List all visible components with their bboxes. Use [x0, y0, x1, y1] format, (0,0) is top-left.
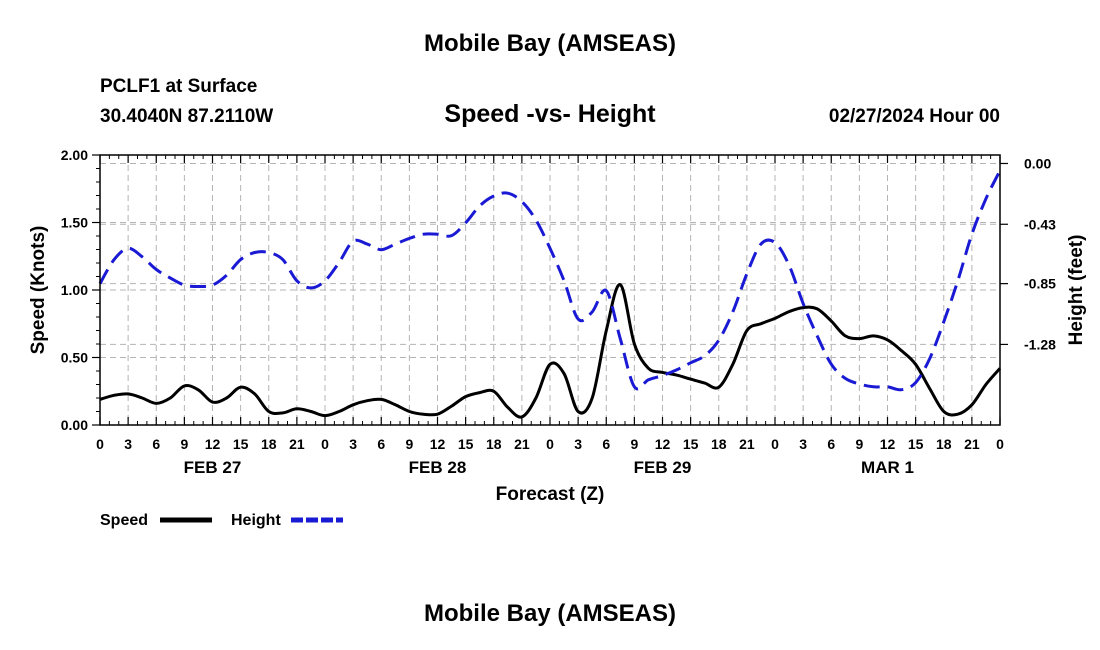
x-day-label: MAR 1 — [861, 458, 914, 477]
x-tick-label: 21 — [514, 436, 530, 452]
y-left-tick-label: 0.00 — [61, 417, 88, 433]
x-tick-label: 21 — [289, 436, 305, 452]
x-tick-label: 3 — [124, 436, 132, 452]
legend-label-speed: Speed — [100, 512, 148, 529]
x-tick-label: 3 — [349, 436, 357, 452]
x-tick-label: 0 — [771, 436, 779, 452]
x-tick-label: 15 — [458, 436, 474, 452]
x-day-label: FEB 28 — [409, 458, 467, 477]
series-line-speed — [99, 283, 1002, 419]
footer-title: Mobile Bay (AMSEAS) — [423, 600, 677, 627]
legend-label-height: Height — [231, 512, 281, 529]
chart-axes: 0 3 6 9 12 15 18 21 0 3 6 9 12 15 18 21 0 3 6 9 12 15 18 21 0 3 6 9… — [61, 147, 1056, 477]
y-left-tick-label: 0.50 — [61, 350, 88, 366]
chart-title: Speed -vs- Height — [444, 100, 656, 128]
x-tick-label: 3 — [574, 436, 582, 452]
y-left-tick-label: 2.00 — [61, 147, 88, 163]
x-tick-label: 12 — [880, 436, 896, 452]
x-tick-label: 9 — [180, 436, 188, 452]
x-tick-label: 3 — [799, 436, 807, 452]
x-tick-label: 15 — [683, 436, 699, 452]
x-tick-label: 21 — [739, 436, 755, 452]
x-tick-label: 6 — [152, 436, 160, 452]
x-day-label: FEB 29 — [634, 458, 692, 477]
x-tick-label: 18 — [486, 436, 502, 452]
chart-canvas: 0 3 6 9 12 15 18 21 0 3 6 9 12 15 18 21 0 3 6 9 12 15 18 21 0 3 6 9… — [28, 147, 1087, 529]
station-coordinates: 30.4040N 87.2110W — [100, 106, 274, 127]
x-tick-label: 18 — [936, 436, 952, 452]
y-right-tick-label: -0.43 — [1024, 216, 1056, 232]
series-line-height — [98, 169, 1002, 392]
x-axis-title: Forecast (Z) — [496, 484, 605, 505]
x-tick-label: 21 — [964, 436, 980, 452]
y-right-tick-label: 0.00 — [1024, 155, 1051, 171]
x-tick-label: 18 — [261, 436, 277, 452]
x-tick-label: 0 — [321, 436, 329, 452]
x-tick-label: 12 — [430, 436, 446, 452]
chart-series — [98, 169, 1002, 419]
station-name: PCLF1 at Surface — [100, 76, 258, 97]
x-tick-label: 15 — [233, 436, 249, 452]
chart-grid — [100, 155, 1000, 425]
y-right-tick-label: -1.28 — [1024, 336, 1056, 352]
x-tick-label: 15 — [908, 436, 924, 452]
forecast-date: 02/27/2024 Hour 00 — [828, 106, 1000, 127]
x-tick-label: 0 — [96, 436, 104, 452]
x-tick-label: 6 — [377, 436, 385, 452]
x-tick-label: 0 — [546, 436, 554, 452]
x-day-label: FEB 27 — [184, 458, 242, 477]
x-tick-label: 12 — [655, 436, 671, 452]
x-tick-label: 18 — [711, 436, 727, 452]
x-tick-label: 6 — [602, 436, 610, 452]
y-axis-left-title: Speed (Knots) — [28, 226, 49, 355]
x-tick-label: 12 — [205, 436, 221, 452]
x-tick-label: 9 — [630, 436, 638, 452]
x-tick-label: 9 — [405, 436, 413, 452]
y-right-tick-label: -0.85 — [1024, 276, 1056, 292]
y-axis-right-title: Height (feet) — [1066, 235, 1087, 346]
x-tick-label: 0 — [996, 436, 1004, 452]
x-tick-label: 6 — [827, 436, 835, 452]
y-left-tick-label: 1.00 — [61, 282, 88, 298]
legend: Speed Height — [100, 512, 343, 529]
x-tick-label: 9 — [855, 436, 863, 452]
y-left-tick-label: 1.50 — [61, 215, 88, 231]
page-title: Mobile Bay (AMSEAS) — [423, 30, 677, 57]
